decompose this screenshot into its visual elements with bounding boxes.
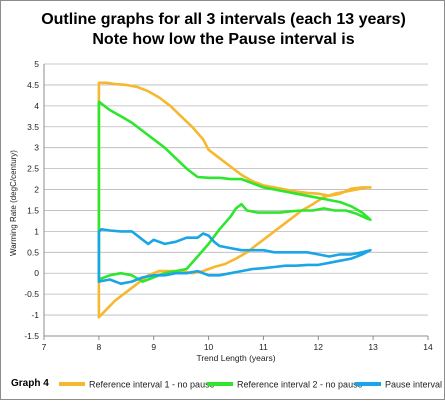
x-tick-label: 7 (42, 342, 47, 352)
chart-title: Outline graphs for all 3 intervals (each… (41, 11, 406, 28)
y-tick-label: 3 (34, 143, 39, 153)
x-tick-label: 12 (314, 342, 324, 352)
legend-item-pause: Pause interval (355, 379, 442, 391)
tick-labels: -1.5 -1 -0.5 0 0.5 1 1.5 2 2.5 3 3.5 4 4.5 5 7 8 9 10 11 12… (24, 59, 433, 352)
series-line-3 (97, 228, 372, 285)
y-tick-label: 0.5 (27, 247, 39, 257)
y-tick-label: 0 (34, 268, 39, 278)
y-tick-label: -1.5 (24, 331, 39, 341)
legend-label-reference-2: Reference interval 2 - no pause (237, 379, 363, 390)
series-line-2 (97, 100, 372, 283)
x-tick-label: 10 (204, 342, 214, 352)
gridlines (44, 63, 428, 337)
y-tick-label: 4.5 (27, 80, 39, 90)
y-axis-label: Warming Rate (degC/century) (9, 150, 18, 256)
x-axis-label: Trend Length (years) (196, 353, 275, 363)
legend-swatch-pause (355, 381, 381, 386)
x-tick-label: 13 (368, 342, 378, 352)
y-tick-label: 4 (34, 101, 39, 111)
legend-item-reference-1: Reference interval 1 - no pause (59, 379, 215, 391)
axes (43, 64, 429, 340)
x-tick-label: 8 (96, 342, 101, 352)
legend-label-reference-1: Reference interval 1 - no pause (89, 379, 215, 390)
legend-item-reference-2: Reference interval 2 - no pause (207, 379, 363, 391)
y-tick-label: -0.5 (24, 289, 39, 299)
legend-swatch-reference-2 (207, 381, 233, 386)
y-tick-label: 2 (34, 185, 39, 195)
legend-label-pause: Pause interval (385, 379, 443, 390)
x-tick-label: 9 (151, 342, 156, 352)
x-tick-label: 11 (259, 342, 268, 352)
x-tick-label: 14 (423, 342, 433, 352)
y-tick-label: 3.5 (27, 122, 39, 132)
series-lines (97, 81, 372, 319)
graph-label: Graph 4 (11, 378, 49, 389)
y-tick-label: 1 (34, 226, 39, 236)
y-tick-label: 1.5 (27, 205, 39, 215)
y-tick-label: 2.5 (27, 164, 39, 174)
y-tick-label: 5 (34, 59, 39, 69)
chart-subtitle: Note how low the Pause interval is (92, 31, 355, 48)
legend-swatch-reference-1 (59, 381, 85, 386)
y-tick-label: -1 (31, 310, 39, 320)
